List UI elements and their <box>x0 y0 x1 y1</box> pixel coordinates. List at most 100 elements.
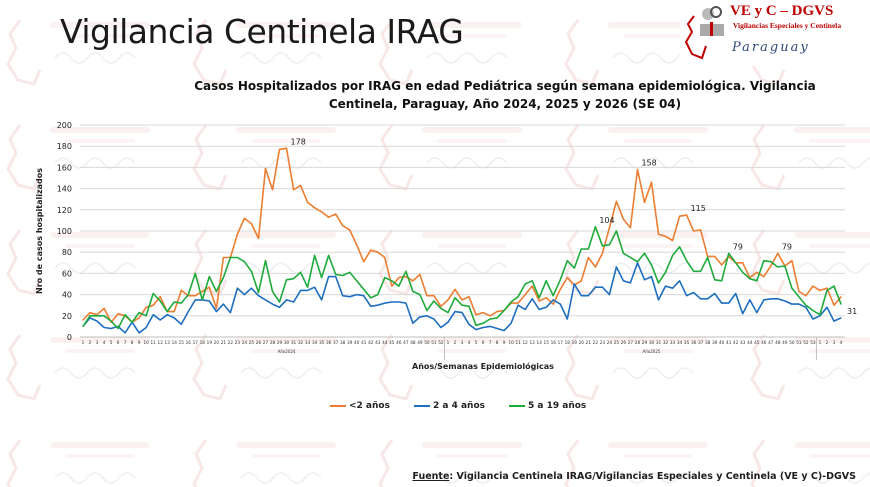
y-tick-label: 80 <box>62 248 72 257</box>
x-tick-label: 51 <box>431 340 437 345</box>
data-point <box>222 277 224 279</box>
data-point <box>306 286 309 288</box>
data-label: 178 <box>291 137 306 146</box>
x-tick-label: 14 <box>537 340 543 345</box>
data-point <box>559 303 561 305</box>
data-point <box>482 322 484 324</box>
x-tick-label: 9 <box>138 340 141 345</box>
data-point <box>468 323 470 325</box>
data-point <box>496 310 498 313</box>
data-point <box>314 207 316 209</box>
data-point <box>292 278 295 280</box>
x-tick-label: 32 <box>663 340 669 345</box>
x-tick-label: 14 <box>172 340 178 345</box>
data-point <box>707 255 709 258</box>
data-point <box>742 313 744 315</box>
x-tick-label: 52 <box>803 340 809 345</box>
data-point <box>461 304 463 306</box>
data-point <box>117 313 119 315</box>
data-point <box>412 322 414 324</box>
data-point <box>433 295 435 297</box>
data-point <box>742 271 744 273</box>
data-point <box>250 270 253 272</box>
logo-title: VE y C – DGVS <box>730 3 834 19</box>
logo: VE y C – DGVS Vigilancias Especiales y C… <box>680 2 870 66</box>
data-label: 115 <box>691 204 706 213</box>
data-point <box>840 303 842 305</box>
data-point <box>524 308 526 311</box>
data-point <box>152 304 154 306</box>
data-point <box>229 312 231 314</box>
x-tick-label: 44 <box>747 340 753 345</box>
data-point <box>159 300 161 302</box>
data-point <box>728 252 730 254</box>
data-point <box>693 230 695 232</box>
x-tick-label: 40 <box>354 340 360 345</box>
data-point <box>152 292 154 295</box>
data-point <box>580 248 582 250</box>
x-tick-label: 12 <box>522 340 528 345</box>
x-tick-label: 21 <box>586 340 592 345</box>
x-tick-label: 38 <box>340 340 346 345</box>
data-point <box>475 328 477 331</box>
data-point <box>335 275 337 278</box>
data-point <box>664 235 667 237</box>
x-tick-label: 1 <box>819 340 822 345</box>
data-point <box>587 256 589 259</box>
data-point <box>96 315 98 317</box>
x-tick-label: 29 <box>642 340 648 345</box>
data-point <box>194 295 196 297</box>
data-point <box>587 295 589 297</box>
x-tick-label: 36 <box>326 340 332 345</box>
data-point <box>650 264 653 266</box>
data-point <box>292 189 295 191</box>
data-point <box>306 201 309 203</box>
data-point <box>777 298 779 300</box>
data-point <box>770 298 772 300</box>
x-tick-label: 43 <box>740 340 746 345</box>
data-point <box>812 285 814 287</box>
data-point <box>299 184 302 187</box>
y-tick-label: 200 <box>57 121 72 130</box>
data-point <box>159 296 161 298</box>
x-tick-label: 10 <box>508 340 514 345</box>
data-point <box>391 285 393 287</box>
data-point <box>208 300 210 302</box>
data-point <box>805 306 807 308</box>
data-point <box>840 317 842 319</box>
x-tick-label: 49 <box>417 340 423 345</box>
x-tick-label: 28 <box>635 340 641 345</box>
data-point <box>145 315 147 317</box>
x-tick-label: 28 <box>270 340 276 345</box>
x-tick-label: 46 <box>396 340 402 345</box>
data-point <box>82 319 84 321</box>
x-tick-label: 30 <box>284 340 290 345</box>
data-point <box>398 277 400 279</box>
data-point <box>685 260 688 262</box>
data-point <box>622 218 625 220</box>
data-point <box>461 312 463 314</box>
data-point <box>503 330 505 332</box>
data-point <box>145 326 147 329</box>
x-tick-label: 7 <box>124 340 127 345</box>
data-point <box>201 299 203 301</box>
x-tick-label: 5 <box>475 340 478 345</box>
x-tick-label: 25 <box>614 340 620 345</box>
data-point <box>117 327 119 330</box>
data-point <box>440 305 442 307</box>
data-point <box>328 216 330 218</box>
data-point <box>377 251 379 253</box>
data-point <box>784 300 786 302</box>
x-tick-label: 47 <box>768 340 774 345</box>
data-point <box>306 289 309 291</box>
data-point <box>763 275 765 278</box>
x-tick-label: 25 <box>249 340 255 345</box>
data-point <box>545 280 547 282</box>
data-point <box>636 168 639 171</box>
series-line-0 <box>82 147 842 324</box>
data-point <box>707 298 709 300</box>
data-point <box>285 147 288 149</box>
x-tick-label: 24 <box>607 340 613 345</box>
x-tick-label: 13 <box>530 340 536 345</box>
data-point <box>685 214 688 216</box>
